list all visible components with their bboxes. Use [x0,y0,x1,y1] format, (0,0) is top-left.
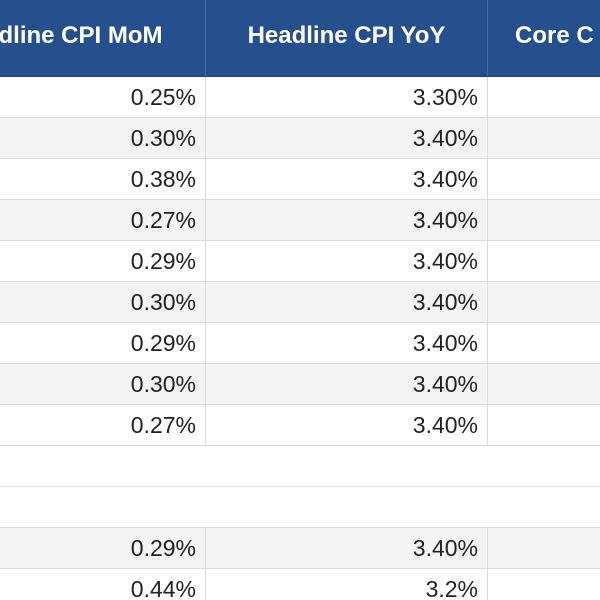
table-row: 0.29% 3.40% [0,323,600,364]
table-header: dline CPI MoM Headline CPI YoY Core C [0,0,600,77]
table-row-empty [0,487,600,528]
cell-core[interactable] [488,77,600,117]
cell-yoy[interactable]: 3.40% [206,200,488,240]
table-row: 0.30% 3.40% [0,118,600,159]
header-headline-cpi-mom[interactable]: dline CPI MoM [0,0,206,76]
cell-yoy[interactable]: 3.40% [206,159,488,199]
cell-core[interactable] [488,118,600,158]
cell-mom[interactable]: 0.30% [0,118,206,158]
cell-core[interactable] [488,528,600,568]
cell-core[interactable] [488,241,600,281]
cell-yoy[interactable]: 3.40% [206,364,488,404]
table-row: 0.27% 3.40% [0,200,600,241]
table-row: 0.44% 3.2% [0,569,600,600]
cell-core[interactable] [488,323,600,363]
table-row: 0.38% 3.40% [0,159,600,200]
table-row: 0.25% 3.30% [0,77,600,118]
table-row: 0.29% 3.40% [0,528,600,569]
cell-yoy[interactable]: 3.40% [206,241,488,281]
cell-yoy[interactable]: 3.30% [206,77,488,117]
cell-yoy[interactable]: 3.40% [206,528,488,568]
table-row: 0.30% 3.40% [0,364,600,405]
table-row: 0.29% 3.40% [0,241,600,282]
cell-yoy[interactable]: 3.40% [206,282,488,322]
cell-mom[interactable]: 0.30% [0,282,206,322]
table-body: 0.25% 3.30% 0.30% 3.40% 0.38% 3.40% 0.27… [0,77,600,600]
cell-yoy[interactable]: 3.40% [206,405,488,445]
cell-mom[interactable]: 0.38% [0,159,206,199]
cell-mom[interactable]: 0.30% [0,364,206,404]
cell-mom[interactable]: 0.29% [0,323,206,363]
cell-mom[interactable]: 0.27% [0,200,206,240]
cell-core[interactable] [488,364,600,404]
cell-core[interactable] [488,282,600,322]
cell-core[interactable] [488,569,600,600]
header-core-cpi[interactable]: Core C [515,22,594,49]
cell-mom[interactable]: 0.44% [0,569,206,600]
table-row: 0.27% 3.40% [0,405,600,446]
cell-core[interactable] [488,200,600,240]
cell-core[interactable] [488,405,600,445]
table-row: 0.30% 3.40% [0,282,600,323]
table-row-empty [0,446,600,487]
cell-mom[interactable]: 0.25% [0,77,206,117]
cell-mom[interactable]: 0.27% [0,405,206,445]
cell-yoy[interactable]: 3.40% [206,323,488,363]
cell-mom[interactable]: 0.29% [0,528,206,568]
cell-mom[interactable]: 0.29% [0,241,206,281]
cell-core[interactable] [488,159,600,199]
cell-yoy[interactable]: 3.40% [206,118,488,158]
cell-yoy[interactable]: 3.2% [206,569,488,600]
header-headline-cpi-yoy[interactable]: Headline CPI YoY [206,0,488,76]
